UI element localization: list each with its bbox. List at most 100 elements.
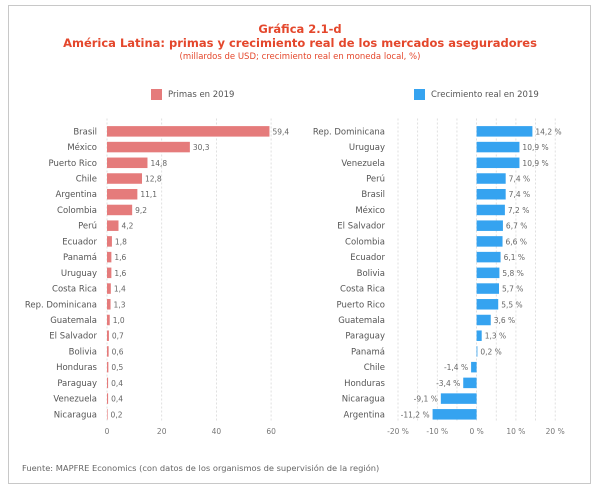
bar [476,346,478,357]
category-label: Rep. Dominicana [25,300,97,310]
category-label: Puerto Rico [337,300,385,310]
bar [476,126,533,137]
bar [107,173,143,184]
category-label: Uruguay [61,269,97,279]
bar [476,251,501,263]
data-label: 5,5 % [501,300,522,309]
bar [107,267,112,279]
category-label: Colombia [345,237,385,247]
bar [107,283,111,294]
category-label: Nicaragua [342,395,385,405]
data-label: 14,8 [150,159,167,168]
bar [107,141,190,153]
data-label: 1,6 [114,269,126,278]
x-tick-label: -20 % [387,427,409,436]
data-label: -9,1 % [414,395,438,404]
category-label: Rep. Dominicana [313,127,385,137]
bar [471,361,477,373]
data-label: 14,2 % [535,127,561,136]
category-label: Argentina [344,410,385,420]
bar [107,157,148,169]
data-label: 1,3 % [485,332,506,341]
legend-swatch-crecimiento [414,89,425,100]
data-label: 7,4 % [509,190,530,199]
bar [476,267,500,279]
data-label: 1,8 [115,237,127,246]
category-label: Honduras [56,363,97,373]
x-tick-label: 20 % [546,427,565,436]
bar [107,330,109,341]
bar [476,204,505,216]
category-label: El Salvador [49,332,97,342]
x-tick-label: 20 [157,427,167,436]
data-label: 0,4 [111,395,123,404]
category-label: México [67,142,97,153]
bar [476,299,499,310]
category-label: Panamá [63,253,97,263]
category-label: Colombia [57,206,97,216]
category-label: Panamá [351,347,385,357]
bar [107,251,112,263]
data-label: 59,4 [272,127,289,136]
category-label: Chile [76,175,97,185]
chart-title: América Latina: primas y crecimiento rea… [63,36,537,50]
bar [432,409,477,420]
bar [107,220,119,231]
data-label: 30,3 [193,143,210,152]
category-label: Guatemala [50,316,97,326]
data-label: 9,2 [135,206,147,215]
category-label: El Salvador [337,222,385,232]
data-label: 10,9 % [522,143,548,152]
data-label: 6,6 % [506,237,527,246]
data-label: -1,4 % [444,363,468,372]
data-label: -3,4 % [436,379,460,388]
bar [476,236,503,247]
chart-subtitle: (millardos de USD; crecimiento real en m… [179,52,421,62]
category-label: Bolivia [357,269,385,279]
x-tick-label: 0 % [469,427,483,436]
legend-label-crecimiento: Crecimiento real en 2019 [431,89,539,100]
x-tick-label: 40 [212,427,222,436]
bar [107,188,138,200]
category-label: Brasil [73,127,97,137]
category-label: Guatemala [338,316,385,326]
category-label: Costa Rica [52,285,97,295]
x-tick-label: 0 [105,427,110,436]
data-label: 7,4 % [509,175,530,184]
category-label: Perú [78,222,97,232]
source-note: Fuente: MAPFRE Economics (con datos de l… [22,463,380,473]
category-label: Paraguay [57,379,97,389]
bar [476,220,503,231]
bar [476,188,506,200]
category-label: Chile [364,363,385,373]
data-label: 6,7 % [506,222,527,231]
category-label: Perú [366,175,385,185]
category-label: Uruguay [349,143,385,153]
data-label: 0,4 [111,379,123,388]
category-label: Venezuela [341,159,385,169]
category-label: México [355,205,385,216]
bar [107,377,109,389]
bar [107,126,270,137]
data-label: 0,6 [112,347,124,356]
data-label: 11,1 [140,190,157,199]
category-label: Puerto Rico [49,159,97,169]
bar [476,157,520,169]
category-label: Ecuador [62,237,97,247]
bar [107,299,111,310]
bar [107,361,109,373]
bar [107,409,108,420]
legend-primas: Primas en 2019 [151,89,234,100]
bar [107,314,110,326]
data-label: 0,7 [112,332,124,341]
data-label: 6,1 % [504,253,525,262]
legend-swatch-primas [151,89,162,100]
bar [107,346,109,357]
category-label: Ecuador [350,253,385,263]
category-label: Bolivia [69,347,97,357]
bar [476,314,491,326]
data-label: 7,2 % [508,206,529,215]
bar [463,377,477,389]
